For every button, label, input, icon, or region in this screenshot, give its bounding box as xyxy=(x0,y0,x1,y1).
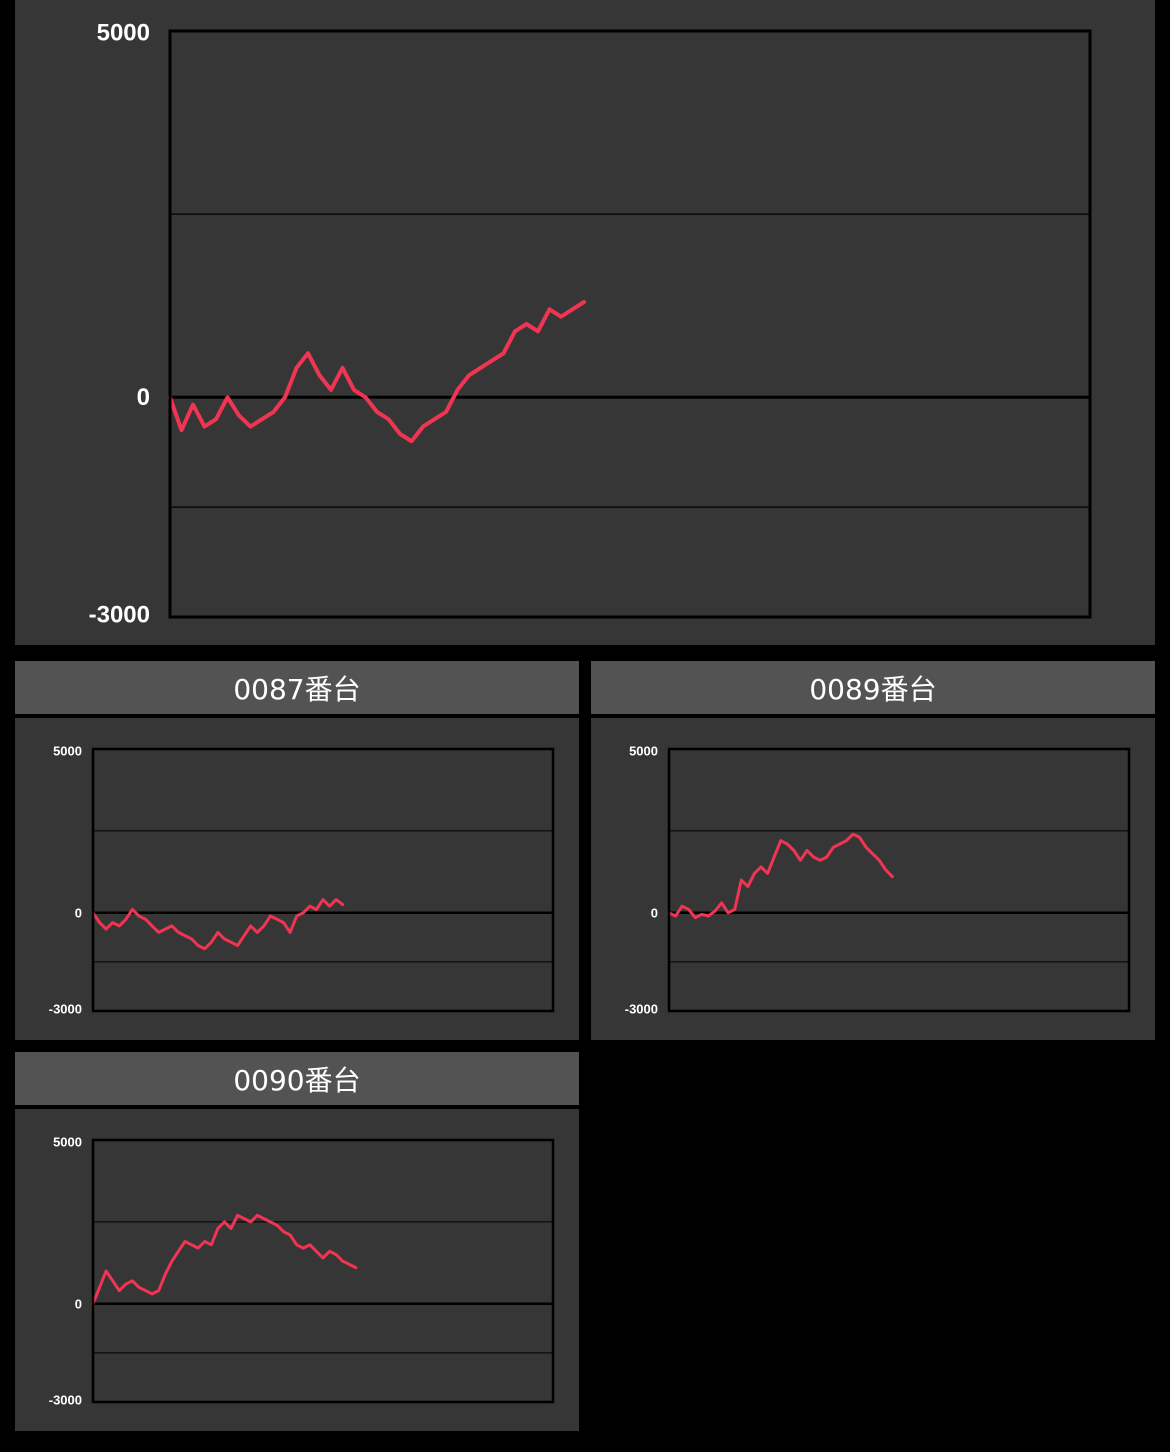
plot-area xyxy=(170,31,1090,617)
y-tick-label: -3000 xyxy=(89,602,150,629)
machine-chart: 5000 0 -3000 xyxy=(625,744,1131,1017)
plot-area xyxy=(93,749,553,1011)
plot-area xyxy=(93,1140,553,1402)
plot-border xyxy=(91,1138,555,1404)
machine-title: 0090番台 xyxy=(233,1063,361,1097)
series-line xyxy=(91,1213,358,1306)
series-line xyxy=(667,832,894,920)
machine-title: 0087番台 xyxy=(233,672,361,706)
y-tick-label: 5000 xyxy=(629,744,658,759)
y-tick-label: 5000 xyxy=(97,20,150,47)
machine-chart-panel-0087: 5000 0 -3000 xyxy=(15,718,579,1040)
machine-chart-panel-0089: 5000 0 -3000 xyxy=(591,718,1155,1040)
plot-area xyxy=(669,749,1129,1011)
series-line xyxy=(91,898,345,951)
y-tick-label: -3000 xyxy=(625,1002,658,1017)
machine-header-0089: 0089番台 xyxy=(591,661,1155,714)
machine-title: 0089番台 xyxy=(809,672,937,706)
plot-border xyxy=(91,747,555,1013)
plot-border xyxy=(168,29,1092,619)
machine-header-0090: 0090番台 xyxy=(15,1052,579,1105)
y-tick-label: 0 xyxy=(651,905,658,920)
machine-chart: 5000 0 -3000 xyxy=(49,1135,555,1408)
main-chart-panel: 5000 0 -3000 xyxy=(15,0,1155,645)
y-tick-label: 5000 xyxy=(53,744,82,759)
y-tick-label: 0 xyxy=(75,905,82,920)
y-tick-label: 0 xyxy=(137,384,150,411)
machine-chart-panel-0090: 5000 0 -3000 xyxy=(15,1109,579,1431)
y-tick-label: -3000 xyxy=(49,1002,82,1017)
y-tick-label: 5000 xyxy=(53,1135,82,1150)
plot-border xyxy=(667,747,1131,1013)
machine-chart: 5000 0 -3000 xyxy=(49,744,555,1017)
y-tick-label: 0 xyxy=(75,1296,82,1311)
main-chart: 5000 0 -3000 xyxy=(89,20,1092,629)
series-line xyxy=(168,300,586,444)
machine-header-0087: 0087番台 xyxy=(15,661,579,714)
y-tick-label: -3000 xyxy=(49,1393,82,1408)
